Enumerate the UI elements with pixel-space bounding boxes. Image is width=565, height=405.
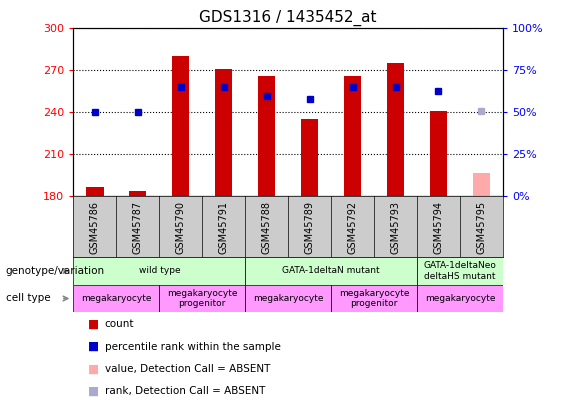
Text: GATA-1deltaNeo
deltaHS mutant: GATA-1deltaNeo deltaHS mutant	[424, 261, 496, 281]
Text: megakaryocyte
progenitor: megakaryocyte progenitor	[167, 289, 237, 308]
Bar	[86, 187, 103, 196]
Bar	[473, 173, 490, 196]
Bar	[331, 285, 417, 312]
Bar	[245, 285, 331, 312]
Text: percentile rank within the sample: percentile rank within the sample	[105, 342, 280, 352]
Text: value, Detection Call = ABSENT: value, Detection Call = ABSENT	[105, 364, 270, 374]
Text: ■: ■	[88, 385, 99, 398]
Text: rank, Detection Call = ABSENT: rank, Detection Call = ABSENT	[105, 386, 265, 396]
Text: GSM45789: GSM45789	[305, 201, 315, 254]
Text: count: count	[105, 320, 134, 329]
Bar	[73, 285, 159, 312]
Text: megakaryocyte: megakaryocyte	[81, 294, 151, 303]
Bar	[430, 111, 447, 196]
Text: GSM45792: GSM45792	[347, 201, 358, 254]
Bar	[73, 257, 245, 285]
Text: megakaryocyte: megakaryocyte	[425, 294, 495, 303]
Text: GSM45787: GSM45787	[133, 201, 143, 254]
Text: ■: ■	[88, 318, 99, 331]
Text: GSM45791: GSM45791	[219, 201, 229, 254]
Text: megakaryocyte: megakaryocyte	[253, 294, 323, 303]
Bar	[172, 56, 189, 196]
Bar	[417, 257, 503, 285]
Bar	[129, 191, 146, 196]
Text: ■: ■	[88, 340, 99, 353]
Text: megakaryocyte
progenitor: megakaryocyte progenitor	[339, 289, 409, 308]
Text: GSM45788: GSM45788	[262, 201, 272, 254]
Bar	[301, 119, 318, 196]
Text: GSM45793: GSM45793	[390, 201, 401, 254]
Text: cell type: cell type	[6, 294, 50, 303]
Text: GSM45795: GSM45795	[476, 201, 486, 254]
Text: GATA-1deltaN mutant: GATA-1deltaN mutant	[282, 266, 380, 275]
Text: GSM45790: GSM45790	[176, 201, 186, 254]
Text: ■: ■	[88, 362, 99, 375]
Text: GSM45786: GSM45786	[90, 201, 100, 254]
Bar	[258, 76, 275, 196]
Bar	[245, 257, 417, 285]
Bar	[159, 285, 245, 312]
Bar	[215, 69, 232, 196]
Text: genotype/variation: genotype/variation	[6, 266, 105, 276]
Bar	[387, 63, 404, 196]
Text: wild type: wild type	[138, 266, 180, 275]
Title: GDS1316 / 1435452_at: GDS1316 / 1435452_at	[199, 9, 377, 26]
Bar	[344, 76, 361, 196]
Text: GSM45794: GSM45794	[433, 201, 444, 254]
Bar	[417, 285, 503, 312]
